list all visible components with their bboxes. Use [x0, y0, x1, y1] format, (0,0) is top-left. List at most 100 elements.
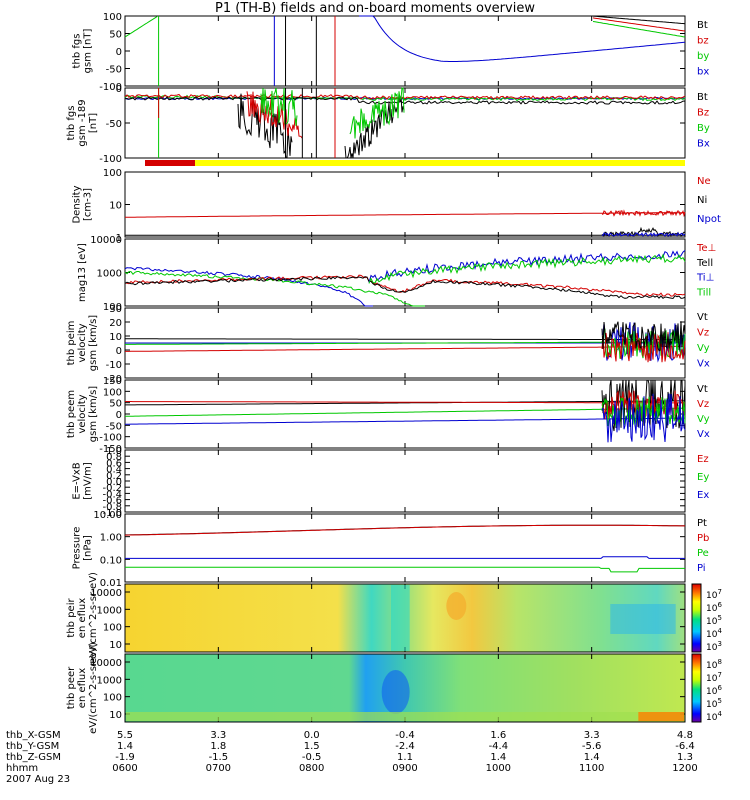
y-tick-label: 30 [109, 304, 122, 315]
legend-entry: Ti⊥ [696, 273, 714, 284]
y-tick-label: -0.4 [102, 489, 122, 500]
legend-entry: Bx [697, 139, 710, 150]
y-axis-label: [cm-3] [83, 188, 94, 221]
legend-entry: by [697, 51, 709, 62]
series-Ti-perp [124, 266, 373, 307]
y-tick-label: 50 [109, 399, 122, 410]
y-tick-label: -150 [99, 444, 122, 455]
legend-entry: Ni [697, 195, 707, 206]
y-tick-label: 10000 [90, 235, 122, 246]
legend-entry: Tell [696, 258, 713, 269]
series-Vt-noise [601, 321, 686, 352]
x-axis-value: 1000 [486, 763, 511, 774]
panel-2: 0 -50 -100 thb fgs gsm -189 [nT] Bt Bz By Bx [66, 84, 710, 165]
series-Ne [124, 212, 685, 218]
y-axis-label: mag13 [eV] [77, 243, 88, 302]
legend-entry: Bt [697, 92, 708, 103]
panel-frame [124, 449, 686, 513]
panel-8: 10.00 1.00 0.10 0.01 Pressure [nPa] Pt Pb Pe Pi [72, 510, 710, 589]
legend-entry: bz [697, 36, 709, 47]
electron-spectrogram-feature [638, 712, 684, 721]
y-tick-label: 1 [116, 233, 122, 244]
y-tick-label: -1.0 [102, 508, 122, 519]
y-tick-label: 0.01 [100, 578, 122, 589]
x-axis-value: 0700 [206, 763, 231, 774]
x-axis-value: 0600 [112, 763, 137, 774]
ion-spectrogram-feature [610, 604, 676, 634]
legend-entry: Bz [697, 108, 709, 119]
y-axis-label: E=-VxB [72, 462, 83, 499]
electron-spectrogram-feature [126, 712, 684, 721]
y-axis-label: velocity [77, 394, 88, 433]
x-axis-value: 5.5 [117, 730, 133, 741]
y-tick-label: -0.6 [102, 496, 122, 507]
orbit-bar-segment [145, 160, 195, 166]
colorbar [691, 583, 702, 653]
legend-entry: Npot [697, 214, 721, 225]
y-tick-label: 0.6 [106, 458, 122, 469]
x-axis-value: 1.3 [677, 752, 693, 763]
x-axis-row-label: hhmm [6, 763, 38, 774]
series-bz [592, 17, 686, 32]
series-Vz [125, 345, 685, 352]
y-tick-label: 100 [103, 623, 122, 634]
y-tick-label: 10 [109, 332, 122, 343]
orbit-bar-segment [195, 160, 685, 166]
y-tick-label: 100 [103, 168, 122, 179]
panel-1: 100 50 0 -50 -100 thb fgs gsm [nT] Bt bz by bx [72, 12, 710, 93]
colorbar-tick-label: 103 [706, 640, 722, 653]
legend-entry: Vz [697, 328, 709, 339]
series-Vy [125, 341, 685, 345]
y-tick-label: -50 [106, 119, 122, 130]
y-tick-label: 0.2 [106, 471, 122, 482]
x-axis-value: -0.4 [395, 730, 415, 741]
series-Till-rise [368, 253, 686, 284]
x-axis-value: 0900 [392, 763, 417, 774]
y-tick-label: 0.8 [106, 452, 122, 463]
legend-entry: bx [697, 67, 709, 78]
legend-entry: Ez [697, 454, 709, 465]
y-tick-label: -10 [106, 360, 122, 371]
series-By-recovery [349, 87, 405, 139]
y-axis-label: en eflux [77, 668, 88, 708]
series-Vx-noise [601, 393, 686, 443]
colorbar-tick-label: 107 [706, 671, 722, 684]
x-axis-value: -0.5 [302, 752, 322, 763]
legend-entry: Till [696, 287, 711, 298]
y-tick-label: -50 [106, 65, 122, 76]
y-tick-label: -20 [106, 374, 122, 385]
legend-entry: Pb [697, 533, 709, 544]
colorbar-tick-label: 106 [706, 601, 722, 614]
series-Vz [125, 401, 685, 404]
page-title: P1 (TH-B) fields and on-board moments ov… [215, 1, 535, 16]
x-axis-value: 0800 [299, 763, 324, 774]
y-tick-label: 1.0 [106, 446, 122, 457]
x-axis-value: -2.4 [395, 741, 415, 752]
series-Bt-disturb [237, 93, 293, 159]
y-tick-label: 50 [109, 30, 122, 41]
y-tick-label: 20 [109, 318, 122, 329]
x-axis-value: 1.4 [117, 741, 133, 752]
legend-entry: Bt [697, 20, 708, 31]
series-Ti-perp-rise [368, 250, 686, 283]
y-tick-label: -100 [99, 82, 122, 93]
y-axis-label: thb peim [66, 321, 77, 366]
y-tick-label: 100 [103, 387, 122, 398]
y-tick-label: 100 [103, 302, 122, 313]
y-axis-label: [nPa] [83, 535, 94, 561]
y-axis-label: thb fgs [72, 34, 83, 69]
y-tick-label: 100 [103, 693, 122, 704]
y-tick-label: 0 [116, 84, 122, 95]
colorbar-tick-label: 105 [706, 614, 722, 627]
colorbar-tick-label: 104 [706, 710, 722, 723]
y-tick-label: 0.10 [100, 555, 122, 566]
legend-entry: Vz [697, 399, 709, 410]
y-tick-label: 10 [109, 640, 122, 651]
y-tick-label: 10000 [90, 658, 122, 669]
legend-entry: Vy [697, 414, 710, 425]
legend-entry: Ne [697, 176, 711, 187]
y-axis-label: eV/(cm^2-s-sr-eV) [88, 572, 99, 664]
x-axis-value: -1.9 [115, 752, 135, 763]
y-axis-label: gsm [nT] [83, 29, 94, 74]
